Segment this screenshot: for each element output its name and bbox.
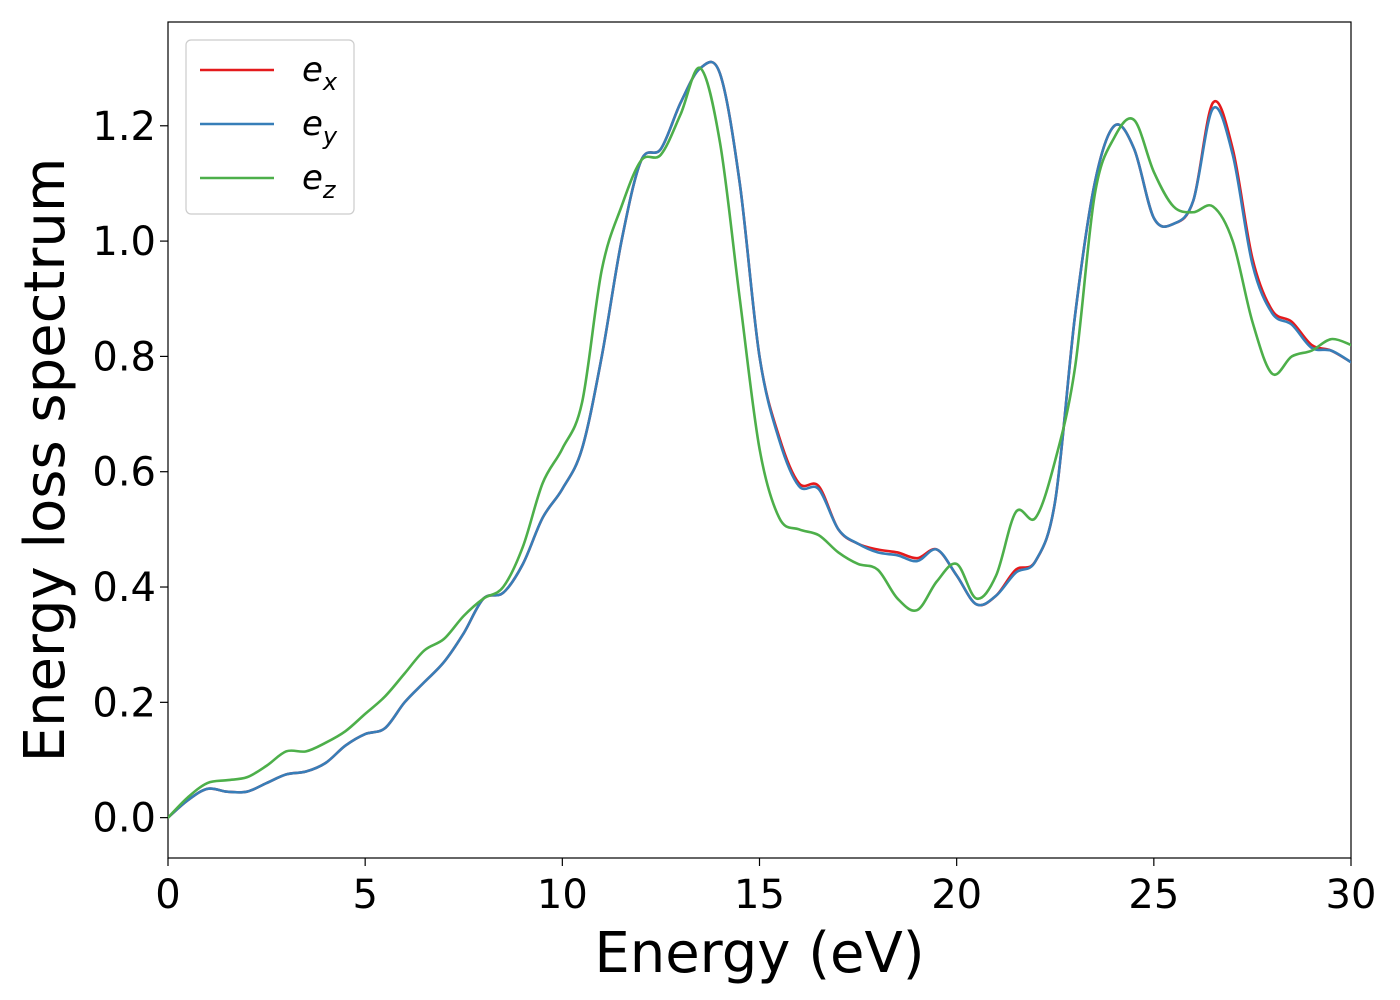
x-tick-label: 30 bbox=[1326, 872, 1377, 918]
legend-label-x: ex bbox=[302, 50, 338, 96]
legend-label-subscript: y bbox=[322, 122, 338, 150]
series-layer bbox=[168, 60, 1351, 819]
legend-label-base: e bbox=[302, 158, 323, 198]
series-line-y bbox=[168, 60, 1351, 819]
x-tick-label: 0 bbox=[155, 872, 180, 918]
y-tick-label: 0.2 bbox=[92, 680, 156, 726]
x-tick-label: 25 bbox=[1128, 872, 1179, 918]
y-tick-label: 1.2 bbox=[92, 104, 156, 150]
y-axis: 0.0 0.2 0.4 0.6 0.8 1.0 1.2 bbox=[92, 104, 168, 842]
x-axis-title: Energy (eV) bbox=[594, 921, 924, 986]
legend-label-base: e bbox=[302, 50, 323, 90]
y-tick-label: 0.8 bbox=[92, 334, 156, 380]
y-axis-title: Energy loss spectrum bbox=[13, 158, 78, 763]
legend-label-y: ey bbox=[302, 104, 338, 150]
y-tick-label: 0.4 bbox=[92, 565, 156, 611]
legend-label-z: ez bbox=[302, 158, 337, 204]
y-tick-label: 0.0 bbox=[92, 796, 156, 842]
legend-label-base: e bbox=[302, 104, 323, 144]
legend-box bbox=[185, 39, 355, 215]
y-tick-label: 1.0 bbox=[92, 219, 156, 265]
x-tick-label: 10 bbox=[537, 872, 588, 918]
x-tick-label: 5 bbox=[352, 872, 377, 918]
series-line-z bbox=[168, 66, 1351, 819]
x-tick-label: 15 bbox=[734, 872, 785, 918]
legend-label-subscript: z bbox=[322, 176, 337, 204]
y-tick-label: 0.6 bbox=[92, 450, 156, 496]
x-tick-label: 20 bbox=[931, 872, 982, 918]
legend-label-subscript: x bbox=[322, 68, 338, 96]
x-axis: 0 5 10 15 20 25 30 bbox=[155, 858, 1376, 918]
